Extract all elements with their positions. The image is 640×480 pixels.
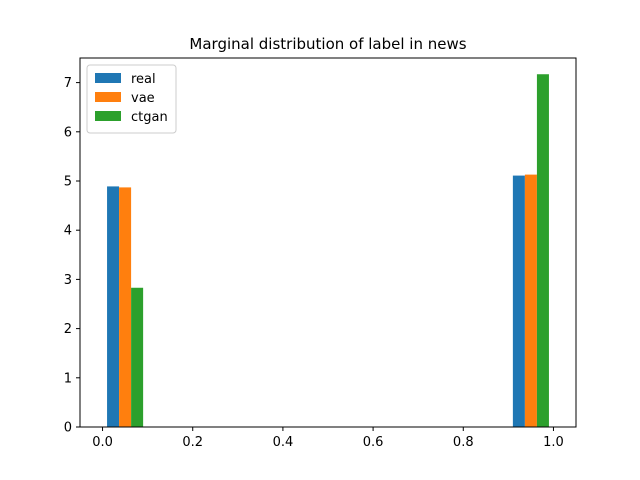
- x-tick-label: 1.0: [543, 435, 564, 450]
- legend-label-vae: vae: [131, 91, 155, 106]
- x-tick-label: 0.2: [182, 435, 203, 450]
- y-tick-label: 6: [64, 125, 72, 140]
- y-tick-label: 5: [64, 175, 72, 190]
- legend-swatch-vae: [95, 92, 121, 102]
- bar-vae-bin-0: [119, 187, 132, 427]
- y-tick-label: 4: [64, 224, 72, 239]
- legend-label-ctgan: ctgan: [131, 110, 168, 125]
- legend: real vae ctgan: [86, 64, 177, 134]
- bar-real-bin-0: [107, 186, 120, 427]
- y-tick-label: 7: [64, 76, 72, 91]
- axes: 0.0 0.2 0.4 0.6 0.8 1.0 0 1 2 3 4 5 6 7: [64, 57, 577, 450]
- bar-real-bin-2: [512, 175, 525, 427]
- y-tick-label: 3: [64, 273, 72, 288]
- x-tick-label: 0.0: [92, 435, 113, 450]
- y-tick-label: 1: [64, 371, 72, 386]
- y-tick-label: 0: [64, 421, 72, 436]
- x-tick-label: 0.4: [273, 435, 294, 450]
- bars: [107, 74, 549, 428]
- legend-swatch-ctgan: [95, 111, 121, 121]
- legend-label-real: real: [131, 72, 156, 87]
- plot-frame: [79, 57, 577, 428]
- bar-ctgan-bin-2: [536, 74, 549, 428]
- bar-ctgan-bin-0: [131, 287, 144, 427]
- y-tick-label: 2: [64, 322, 72, 337]
- legend-swatch-real: [95, 73, 121, 83]
- x-tick-label: 0.6: [363, 435, 384, 450]
- chart-title: Marginal distribution of label in news: [189, 35, 466, 53]
- x-tick-label: 0.8: [453, 435, 474, 450]
- bar-vae-bin-2: [524, 174, 537, 427]
